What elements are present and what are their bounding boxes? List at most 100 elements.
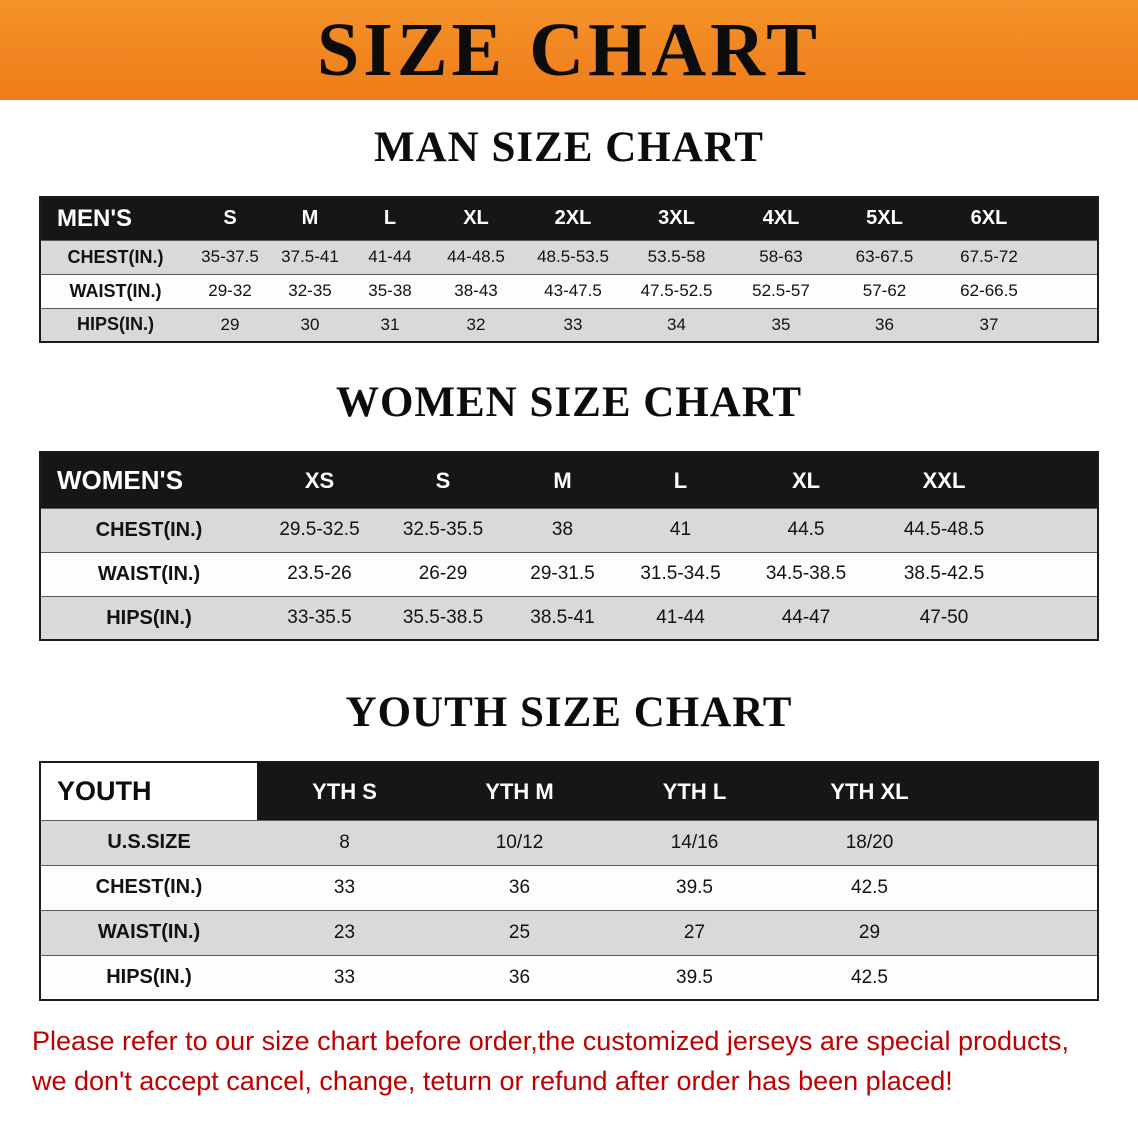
size-value-cell: 31.5-34.5 [621,551,740,597]
size-value-cell: 38 [504,507,621,553]
youth-waist-row: WAIST(IN.) 23 25 27 29 [40,909,1098,956]
size-value-cell: 29 [782,909,957,956]
men-waist-row: WAIST(IN.) 29-32 32-35 35-38 38-43 43-47… [40,273,1098,309]
size-column-header: M [504,452,621,509]
youth-size-table: YOUTH YTH S YTH M YTH L YTH XL U.S.SIZE … [39,761,1099,1002]
size-value-cell: 34 [624,307,729,343]
size-value-cell: 57-62 [833,273,936,309]
row-label: CHEST(IN.) [40,864,257,911]
size-value-cell: 34.5-38.5 [740,551,872,597]
size-value-cell: 36 [432,954,607,1001]
women-size-table: WOMEN'S XS S M L XL XXL CHEST(IN.) 29.5-… [39,451,1099,642]
spacer-cell [1042,239,1098,275]
size-value-cell: 41-44 [621,595,740,641]
size-column-header: XL [430,197,522,241]
size-value-cell: 37 [936,307,1042,343]
size-value-cell: 63-67.5 [833,239,936,275]
size-value-cell: 33 [257,954,432,1001]
women-waist-row: WAIST(IN.) 23.5-26 26-29 29-31.5 31.5-34… [40,551,1098,597]
size-column-header: 3XL [624,197,729,241]
size-value-cell: 32 [430,307,522,343]
size-column-header: 6XL [936,197,1042,241]
size-value-cell: 35-38 [350,273,430,309]
banner: SIZE CHART [0,0,1138,100]
size-value-cell: 38.5-41 [504,595,621,641]
men-section-heading: MAN SIZE CHART [374,124,764,171]
row-label: HIPS(IN.) [40,307,190,343]
size-value-cell: 23 [257,909,432,956]
women-section-heading: WOMEN SIZE CHART [335,379,803,427]
size-value-cell: 48.5-53.5 [522,239,624,275]
size-column-header: XS [257,452,382,509]
size-value-cell: 25 [432,909,607,956]
men-corner-cell: MEN'S [40,197,190,241]
size-value-cell: 62-66.5 [936,273,1042,309]
row-label: WAIST(IN.) [40,551,257,597]
row-label: CHEST(IN.) [40,507,257,553]
size-value-cell: 42.5 [782,864,957,911]
size-value-cell: 53.5-58 [624,239,729,275]
spacer-cell [957,819,1098,866]
size-column-header: XL [740,452,872,509]
size-value-cell: 38-43 [430,273,522,309]
youth-ussize-row: U.S.SIZE 8 10/12 14/16 18/20 [40,819,1098,866]
size-column-header: XXL [872,452,1016,509]
youth-corner-cell: YOUTH [40,762,257,821]
size-value-cell: 41 [621,507,740,553]
youth-hips-row: HIPS(IN.) 33 36 39.5 42.5 [40,954,1098,1001]
size-value-cell: 44.5-48.5 [872,507,1016,553]
size-column-header: 5XL [833,197,936,241]
size-value-cell: 39.5 [607,864,782,911]
spacer-cell [1042,273,1098,309]
size-value-cell: 41-44 [350,239,430,275]
size-value-cell: 29.5-32.5 [257,507,382,553]
youth-section-heading: YOUTH SIZE CHART [345,689,793,737]
men-header-row: MEN'S S M L XL 2XL 3XL 4XL 5XL 6XL [40,197,1098,241]
spacer-cell [957,864,1098,911]
size-value-cell: 29 [190,307,270,343]
size-value-cell: 35.5-38.5 [382,595,504,641]
size-value-cell: 36 [833,307,936,343]
women-header-row: WOMEN'S XS S M L XL XXL [40,452,1098,509]
spacer-cell [1016,452,1098,509]
women-corner-cell: WOMEN'S [40,452,257,509]
size-value-cell: 29-31.5 [504,551,621,597]
size-value-cell: 26-29 [382,551,504,597]
size-value-cell: 14/16 [607,819,782,866]
size-value-cell: 47.5-52.5 [624,273,729,309]
size-column-header: S [190,197,270,241]
spacer-cell [1016,595,1098,641]
size-value-cell: 38.5-42.5 [872,551,1016,597]
row-label: HIPS(IN.) [40,595,257,641]
size-value-cell: 37.5-41 [270,239,350,275]
size-column-header: YTH M [432,762,607,821]
page-title: SIZE CHART [316,8,821,92]
footer-note-line1: Please refer to our size chart before or… [32,1026,1070,1057]
row-label: U.S.SIZE [40,819,257,866]
size-column-header: L [350,197,430,241]
row-label: WAIST(IN.) [40,273,190,309]
size-value-cell: 32-35 [270,273,350,309]
size-value-cell: 33-35.5 [257,595,382,641]
size-column-header: L [621,452,740,509]
size-value-cell: 30 [270,307,350,343]
spacer-cell [1042,307,1098,343]
women-hips-row: HIPS(IN.) 33-35.5 35.5-38.5 38.5-41 41-4… [40,595,1098,641]
footer-note-line2: we don't accept cancel, change, teturn o… [32,1066,953,1097]
row-label: WAIST(IN.) [40,909,257,956]
size-column-header: M [270,197,350,241]
size-column-header: 4XL [729,197,833,241]
size-column-header: YTH L [607,762,782,821]
youth-chest-row: CHEST(IN.) 33 36 39.5 42.5 [40,864,1098,911]
size-value-cell: 29-32 [190,273,270,309]
row-label: HIPS(IN.) [40,954,257,1001]
size-value-cell: 44.5 [740,507,872,553]
spacer-cell [957,954,1098,1001]
youth-header-row: YOUTH YTH S YTH M YTH L YTH XL [40,762,1098,821]
size-value-cell: 31 [350,307,430,343]
size-value-cell: 23.5-26 [257,551,382,597]
row-label: CHEST(IN.) [40,239,190,275]
size-value-cell: 44-47 [740,595,872,641]
size-value-cell: 10/12 [432,819,607,866]
size-value-cell: 33 [522,307,624,343]
